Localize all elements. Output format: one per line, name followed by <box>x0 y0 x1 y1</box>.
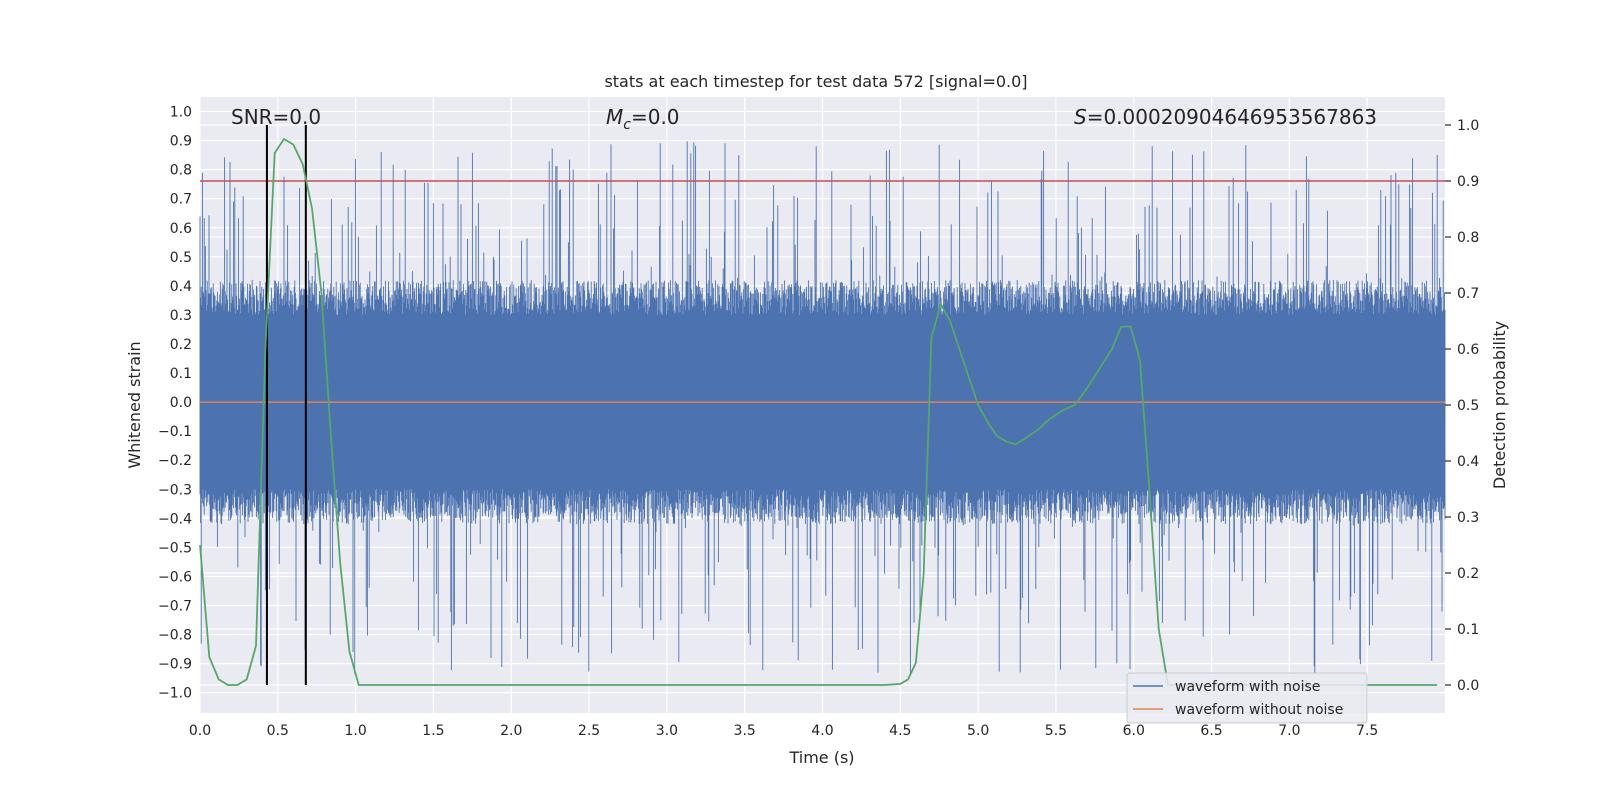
y-axis-right-ticks: 1.0 0.9 0.8 0.7 0.6 0.5 0.4 0.3 0.2 0.1 0.0 <box>1445 118 1479 694</box>
legend-noise-label: waveform with noise <box>1175 679 1320 695</box>
y-left-tick-label: −1.0 <box>158 686 192 702</box>
y-right-tick-label: 0.9 <box>1457 174 1479 190</box>
y-left-tick-label: 0.4 <box>170 279 192 295</box>
y-left-tick-label: −0.7 <box>158 598 192 614</box>
x-tick-label: 5.0 <box>967 723 989 739</box>
y-right-tick-label: 0.5 <box>1457 398 1479 414</box>
y-axis-left-ticks: 1.0 0.9 0.8 0.7 0.6 0.5 0.4 0.3 0.2 0.1 0.0 −0.1 −0.… <box>158 105 192 702</box>
y-left-tick-label: 0.2 <box>170 337 192 353</box>
x-tick-label: 5.5 <box>1045 723 1067 739</box>
y-right-tick-label: 0.3 <box>1457 510 1479 526</box>
legend: waveform with noise waveform without noi… <box>1126 672 1368 724</box>
y-left-tick-label: −0.8 <box>158 628 192 644</box>
x-tick-label: 3.0 <box>656 723 678 739</box>
x-tick-label: 4.5 <box>889 723 911 739</box>
y-left-tick-label: 1.0 <box>170 105 192 121</box>
detection-probability-line <box>199 137 1438 686</box>
chirp-mass-annotation: Mc=0.0 <box>606 105 680 133</box>
y-right-tick-label: 0.7 <box>1457 286 1479 302</box>
x-tick-label: 2.0 <box>500 723 522 739</box>
y-axis-left-label: Whitened strain <box>125 341 144 468</box>
y-right-tick-label: 0.6 <box>1457 342 1479 358</box>
legend-box <box>1126 672 1368 724</box>
chart-title: stats at each timestep for test data 572… <box>604 72 1027 91</box>
x-axis-ticks: 0.0 0.5 1.0 1.5 2.0 2.5 3.0 3.5 4.0 4.5 5.0 5.5 6.0 6… <box>189 723 1378 739</box>
y-right-tick-label: 1.0 <box>1457 118 1479 134</box>
x-axis-label: Time (s) <box>788 748 854 767</box>
x-tick-label: 2.5 <box>578 723 600 739</box>
y-left-tick-label: 0.7 <box>170 192 192 208</box>
y-left-tick-label: −0.4 <box>158 511 192 527</box>
statistic-value: =0.00020904646953567863 <box>1087 105 1377 129</box>
chirp-mass-symbol: M <box>606 105 623 129</box>
y-left-tick-label: −0.6 <box>158 569 192 585</box>
statistic-symbol: S <box>1074 105 1087 129</box>
x-tick-label: 4.0 <box>811 723 833 739</box>
y-right-tick-label: 0.4 <box>1457 454 1479 470</box>
x-tick-label: 0.5 <box>267 723 289 739</box>
y-left-tick-label: −0.3 <box>158 482 192 498</box>
x-tick-label: 6.0 <box>1123 723 1145 739</box>
y-left-tick-label: 0.1 <box>170 366 192 382</box>
x-tick-label: 1.5 <box>422 723 444 739</box>
y-left-tick-label: 0.3 <box>170 308 192 324</box>
y-right-tick-label: 0.0 <box>1457 678 1479 694</box>
x-tick-label: 6.5 <box>1200 723 1222 739</box>
chirp-mass-value: =0.0 <box>631 105 680 129</box>
x-tick-label: 7.5 <box>1356 723 1378 739</box>
legend-clean-label: waveform without noise <box>1175 702 1343 718</box>
y-left-tick-label: −0.9 <box>158 657 192 673</box>
y-left-tick-label: 0.5 <box>170 250 192 266</box>
x-tick-label: 3.5 <box>734 723 756 739</box>
y-right-tick-label: 0.2 <box>1457 566 1479 582</box>
y-left-tick-label: 0.0 <box>170 395 192 411</box>
y-right-tick-label: 0.1 <box>1457 622 1479 638</box>
x-tick-label: 0.0 <box>189 723 211 739</box>
snr-annotation: SNR=0.0 <box>231 105 321 129</box>
chirp-mass-subscript: c <box>623 117 631 133</box>
y-left-tick-label: −0.1 <box>158 424 192 440</box>
y-axis-right-label: Detection probability <box>1490 321 1509 489</box>
y-right-tick-label: 0.8 <box>1457 230 1479 246</box>
x-tick-label: 1.0 <box>344 723 366 739</box>
y-left-tick-label: 0.9 <box>170 134 192 150</box>
x-tick-label: 7.0 <box>1278 723 1300 739</box>
y-left-tick-label: 0.8 <box>170 163 192 179</box>
y-left-tick-label: −0.5 <box>158 540 192 556</box>
statistic-annotation: S=0.00020904646953567863 <box>1074 105 1377 129</box>
y-left-tick-label: −0.2 <box>158 453 192 469</box>
y-left-tick-label: 0.6 <box>170 221 192 237</box>
